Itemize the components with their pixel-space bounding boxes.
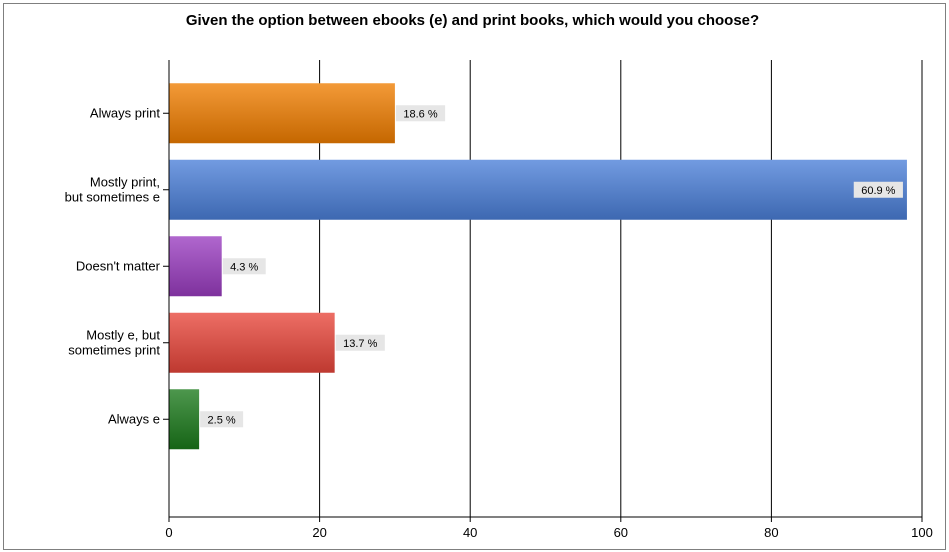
data-label: 4.3 %	[230, 261, 258, 273]
x-tick-label: 100	[911, 525, 933, 540]
data-label: 18.6 %	[403, 108, 437, 120]
chart-frame	[3, 3, 946, 550]
data-label: 2.5 %	[208, 414, 236, 426]
bar	[169, 312, 335, 373]
category-label: Always print	[90, 105, 160, 120]
data-label-box	[395, 105, 446, 122]
data-label-box	[853, 181, 903, 198]
bar	[169, 83, 395, 144]
label-layer: 18.6 % 60.9 % 4.3 % 13.7 % 2.5 %	[200, 105, 903, 428]
chart-title: Given the option between ebooks (e) and …	[185, 12, 760, 29]
axis-layer: 0 20 40 60 80 100 Always print Mostly print, but…	[65, 60, 933, 540]
data-label: 60.9 %	[861, 185, 895, 197]
data-label: 13.7 %	[343, 338, 377, 350]
x-tick-label: 20	[312, 525, 326, 540]
bar	[169, 389, 200, 450]
grid-layer	[319, 60, 923, 517]
x-tick-label: 80	[764, 525, 778, 540]
category-label: Mostly print, but sometimes e	[65, 174, 160, 204]
x-tick-label: 0	[165, 525, 172, 540]
data-label-box	[200, 411, 244, 428]
bar	[169, 159, 907, 220]
category-label: Mostly e, but sometimes print	[68, 327, 160, 357]
category-label: Always e	[108, 411, 160, 426]
x-tick-label: 60	[614, 525, 628, 540]
x-tick-label: 40	[463, 525, 477, 540]
bar	[169, 236, 222, 297]
bar-layer	[169, 83, 907, 450]
data-label-box	[335, 334, 385, 351]
category-label: Doesn't matter	[76, 258, 161, 273]
data-label-box	[222, 258, 266, 275]
